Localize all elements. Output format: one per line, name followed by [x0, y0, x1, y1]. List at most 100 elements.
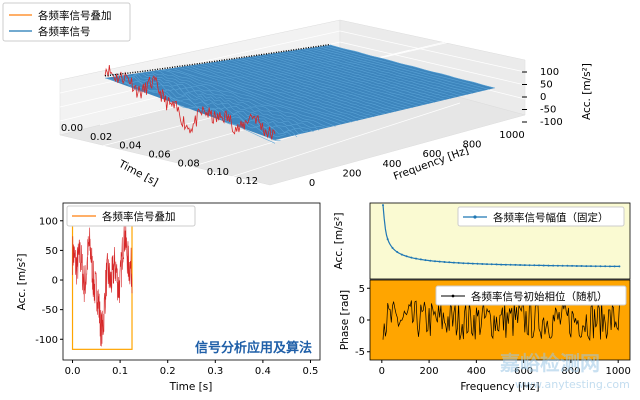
3d-z-tick-label: 0	[540, 92, 546, 103]
amp-point	[490, 263, 493, 266]
time-x-ticks: 0.0 0.1 0.2 0.3 0.4 0.5	[65, 360, 319, 377]
amp-point	[571, 264, 574, 267]
panel-amplitude: Acc. [m/s²] 各频率信号幅值（固定）	[333, 202, 631, 280]
time-y-tick-label: 0	[52, 276, 58, 287]
mesh-line	[284, 51, 452, 99]
phase-x-tick-label: 1000	[605, 366, 630, 377]
3d-legend-label-sum: 各频率信号叠加	[38, 9, 112, 22]
amp-point	[585, 265, 588, 268]
mesh-line	[228, 59, 397, 112]
mesh-line	[178, 66, 347, 123]
amp-point	[452, 261, 455, 264]
amp-point	[495, 263, 498, 266]
amp-legend-box	[457, 206, 625, 227]
panel-phase: 0 200 400 600 800 1000 5 0 -5 Frequency [Hz] Ph…	[339, 279, 631, 393]
3d-y-tick-label: 1000	[499, 130, 524, 141]
amp-point	[462, 262, 465, 265]
3d-x-tick-label: 0.08	[178, 158, 200, 169]
time-x-tick-label: 0.1	[112, 366, 128, 377]
phase-x-tick-label: 0	[379, 366, 385, 377]
time-xlabel: Time [s]	[169, 381, 213, 393]
amp-point	[434, 260, 436, 263]
amp-point	[386, 238, 389, 241]
mesh-line	[268, 53, 435, 103]
3d-x-tick-label: 0.10	[207, 167, 229, 178]
mesh-line	[161, 69, 331, 128]
amp-point	[429, 259, 432, 262]
amp-point	[514, 263, 517, 266]
amp-point	[396, 251, 399, 253]
time-x-tick-label: 0.5	[303, 366, 319, 377]
amp-point	[457, 261, 460, 264]
mesh-line	[313, 47, 479, 92]
mesh-line	[132, 73, 303, 134]
mesh-line	[245, 57, 413, 108]
amp-ylabel: Acc. [m/s²]	[333, 213, 345, 270]
amp-point	[556, 264, 559, 267]
mesh-line	[222, 60, 391, 114]
3d-legend-label-each: 各频率信号	[38, 25, 91, 38]
amp-point	[476, 262, 479, 265]
mesh-line	[273, 53, 441, 102]
mesh-line	[301, 48, 468, 95]
amp-point	[467, 262, 470, 265]
amp-point	[443, 261, 446, 263]
amp-point	[542, 264, 545, 267]
3d-x-ticks: 0.00 0.02 0.04 0.06 0.08 0.10 0.12	[61, 123, 258, 187]
amp-point	[438, 260, 441, 263]
mesh-line	[318, 46, 485, 91]
amp-point	[419, 258, 422, 261]
time-annotation: 信号分析应用及算法	[195, 340, 312, 356]
amp-point	[580, 265, 583, 267]
amp-point	[538, 264, 540, 267]
amp-point	[590, 265, 592, 268]
3d-y-tick-label: 800	[462, 140, 481, 151]
amp-point	[523, 264, 526, 267]
3d-x-tick-label: 0.06	[148, 150, 170, 161]
mesh-line	[329, 44, 496, 89]
3d-y-ticks: 0 200 400 600 800 1000	[309, 130, 525, 189]
mesh-line	[144, 71, 314, 132]
3d-x-tick-label: 0.02	[90, 132, 112, 143]
3d-x-tick-label: 0.12	[236, 176, 258, 187]
mesh-line	[183, 65, 353, 123]
mesh-line	[189, 65, 358, 122]
amp-point	[552, 264, 555, 267]
amp-point	[382, 204, 384, 207]
3d-z-ticks: 100 500 -50-100	[522, 67, 563, 128]
time-y-ticks: 100 50 0 -50 -100	[35, 216, 63, 346]
amp-point	[500, 263, 503, 266]
phase-trace	[382, 300, 620, 342]
phase-x-tick-label: 400	[467, 366, 486, 377]
amp-point	[566, 264, 569, 267]
phase-x-tick-label: 600	[514, 366, 533, 377]
amp-point	[599, 265, 602, 268]
phase-y-tick-label: 0	[359, 316, 365, 327]
mesh-line	[155, 69, 325, 128]
phase-xlabel: Frequency [Hz]	[460, 381, 539, 393]
amp-point	[618, 265, 621, 268]
3d-y-tick-label: 400	[382, 159, 401, 170]
3d-xlabel: Time [s]	[116, 158, 160, 189]
amp-point	[391, 246, 394, 249]
mesh-line	[138, 73, 309, 133]
amp-point	[613, 265, 616, 268]
phase-x-tick-label: 800	[561, 366, 580, 377]
mesh-line	[290, 50, 457, 98]
mesh-line	[110, 73, 281, 141]
mesh-line	[217, 60, 386, 114]
phase-y-tick-label: -5	[355, 347, 365, 358]
mesh-line	[166, 69, 336, 127]
phase-legend-marker	[451, 294, 455, 298]
phase-ylabel: Phase [rad]	[339, 290, 351, 350]
amp-point	[504, 263, 507, 266]
amp-point	[547, 264, 550, 267]
mesh-line	[279, 52, 446, 100]
mesh-line	[296, 49, 463, 96]
3d-z-tick-label: -50	[540, 105, 556, 116]
3d-x-tick-label: 0.04	[119, 141, 141, 152]
phase-y-ticks: 5 0 -5	[355, 284, 370, 358]
time-x-tick-label: 0.3	[207, 366, 223, 377]
3d-surface-mesh	[104, 44, 496, 144]
3d-zlabel: Acc. [m/s²]	[581, 63, 593, 120]
